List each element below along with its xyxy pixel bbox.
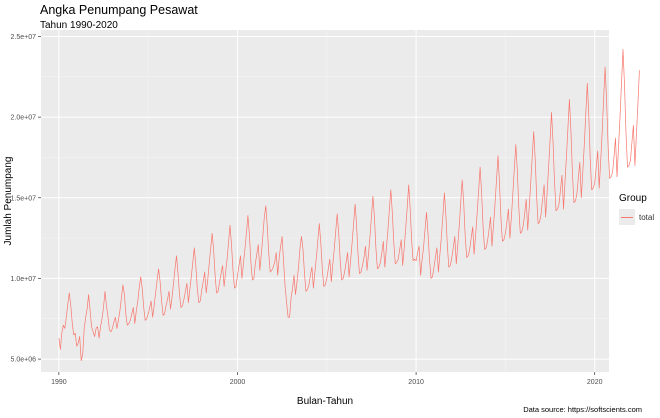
- y-tick-label: 5.0e+06: [11, 357, 37, 364]
- legend-key-line: [619, 209, 635, 225]
- chart-subtitle: Tahun 1990-2020: [40, 20, 118, 31]
- x-tick-label: 2000: [230, 379, 246, 386]
- x-tick-label: 2020: [587, 379, 603, 386]
- y-tick-label: 2.5e+07: [11, 34, 37, 41]
- chart-title: Angka Penumpang Pesawat: [40, 3, 198, 17]
- y-tick-label: 1.0e+07: [11, 276, 37, 283]
- legend: Group total: [619, 193, 654, 225]
- x-tick-label: 2010: [408, 379, 424, 386]
- y-tick-label: 2.0e+07: [11, 115, 37, 122]
- legend-title: Group: [619, 193, 647, 204]
- plot-panel: [41, 30, 609, 372]
- data-source-caption: Data source: https://softscients.com: [523, 405, 642, 414]
- series-line-total: [58, 49, 640, 362]
- x-axis-label: Bulan-Tahun: [297, 396, 353, 407]
- y-axis-label: Jumlah Penumpang: [3, 157, 14, 246]
- legend-label: total: [639, 212, 655, 222]
- y-tick-label: 1.5e+07: [11, 195, 37, 202]
- x-tick-label: 1990: [51, 379, 67, 386]
- legend-item-total: total: [619, 209, 654, 225]
